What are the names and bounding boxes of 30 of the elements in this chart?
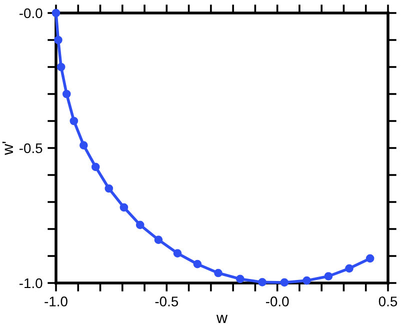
x-tick-label: -1.0 [44, 296, 68, 306]
point [91, 162, 100, 172]
x-axis-title: w [216, 314, 228, 323]
point [193, 260, 202, 268]
point [302, 276, 311, 285]
x-tick-label: -0.0 [266, 296, 289, 306]
point [62, 90, 71, 98]
point [54, 36, 62, 44]
y-tick-label: -0.5 [19, 143, 42, 154]
x-tick-label: 0.5 [378, 296, 398, 306]
point [173, 249, 182, 258]
point [70, 116, 78, 126]
y-tick-label: -1.0 [19, 278, 42, 288]
point [120, 203, 128, 212]
x-tick-label: -0.5 [155, 296, 178, 306]
point [80, 141, 88, 150]
point [324, 272, 333, 280]
point [52, 8, 60, 18]
y-tick-label: -0.0 [19, 8, 42, 18]
point [104, 184, 114, 193]
point [280, 278, 289, 287]
point [258, 278, 266, 286]
point [236, 274, 244, 284]
y-axis-title: w' [2, 142, 13, 155]
point [345, 264, 354, 273]
point [136, 220, 144, 230]
point [56, 62, 66, 72]
point [154, 236, 163, 244]
point [214, 268, 222, 278]
point [366, 254, 374, 263]
